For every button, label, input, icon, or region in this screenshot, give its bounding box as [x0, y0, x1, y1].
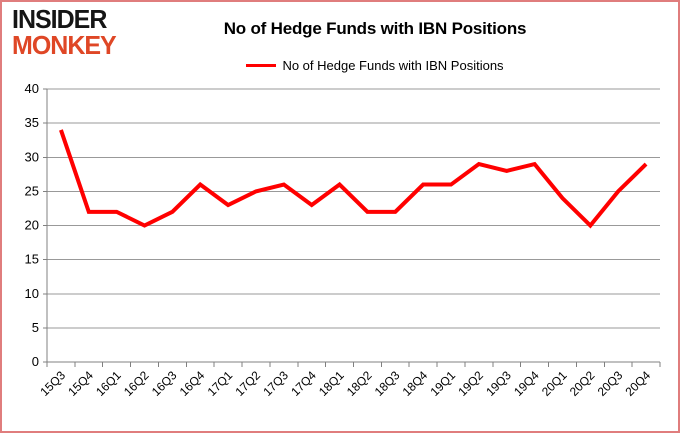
chart-legend: No of Hedge Funds with IBN Positions: [72, 58, 678, 73]
svg-text:16Q1: 16Q1: [93, 368, 124, 399]
svg-text:20Q4: 20Q4: [623, 368, 654, 399]
logo-insider-text: INSIDER: [12, 4, 107, 35]
legend-label: No of Hedge Funds with IBN Positions: [282, 58, 504, 73]
svg-text:18Q4: 18Q4: [400, 368, 431, 399]
logo-monkey-text: MONKEY: [12, 30, 117, 61]
svg-text:17Q1: 17Q1: [205, 368, 236, 399]
svg-text:16Q4: 16Q4: [177, 368, 208, 399]
svg-text:20Q3: 20Q3: [595, 368, 626, 399]
chart-title: No of Hedge Funds with IBN Positions: [223, 19, 527, 38]
svg-text:19Q3: 19Q3: [483, 368, 514, 399]
chart-line-series: [59, 129, 648, 229]
svg-text:17Q4: 17Q4: [288, 368, 319, 399]
svg-text:16Q2: 16Q2: [121, 368, 152, 399]
svg-text:30: 30: [25, 149, 39, 164]
svg-text:18Q3: 18Q3: [372, 368, 403, 399]
svg-text:5: 5: [32, 320, 39, 335]
svg-text:35: 35: [25, 115, 39, 130]
svg-text:19Q1: 19Q1: [427, 368, 458, 399]
svg-text:0: 0: [32, 354, 39, 369]
svg-text:10: 10: [25, 286, 39, 301]
svg-text:15Q3: 15Q3: [37, 368, 68, 399]
svg-text:15: 15: [25, 252, 39, 267]
insider-monkey-logo: INSIDER MONKEY: [12, 4, 117, 61]
svg-text:19Q4: 19Q4: [511, 368, 542, 399]
svg-text:17Q2: 17Q2: [232, 368, 263, 399]
svg-text:20Q1: 20Q1: [539, 368, 570, 399]
svg-text:18Q2: 18Q2: [344, 368, 375, 399]
svg-text:25: 25: [25, 183, 39, 198]
svg-text:15Q4: 15Q4: [65, 368, 96, 399]
svg-text:20: 20: [25, 218, 39, 233]
svg-text:19Q2: 19Q2: [455, 368, 486, 399]
svg-text:17Q3: 17Q3: [260, 368, 291, 399]
svg-text:16Q3: 16Q3: [149, 368, 180, 399]
legend-line-swatch: [246, 64, 277, 67]
svg-text:40: 40: [25, 81, 39, 96]
svg-text:18Q1: 18Q1: [316, 368, 347, 399]
svg-text:20Q2: 20Q2: [567, 368, 598, 399]
